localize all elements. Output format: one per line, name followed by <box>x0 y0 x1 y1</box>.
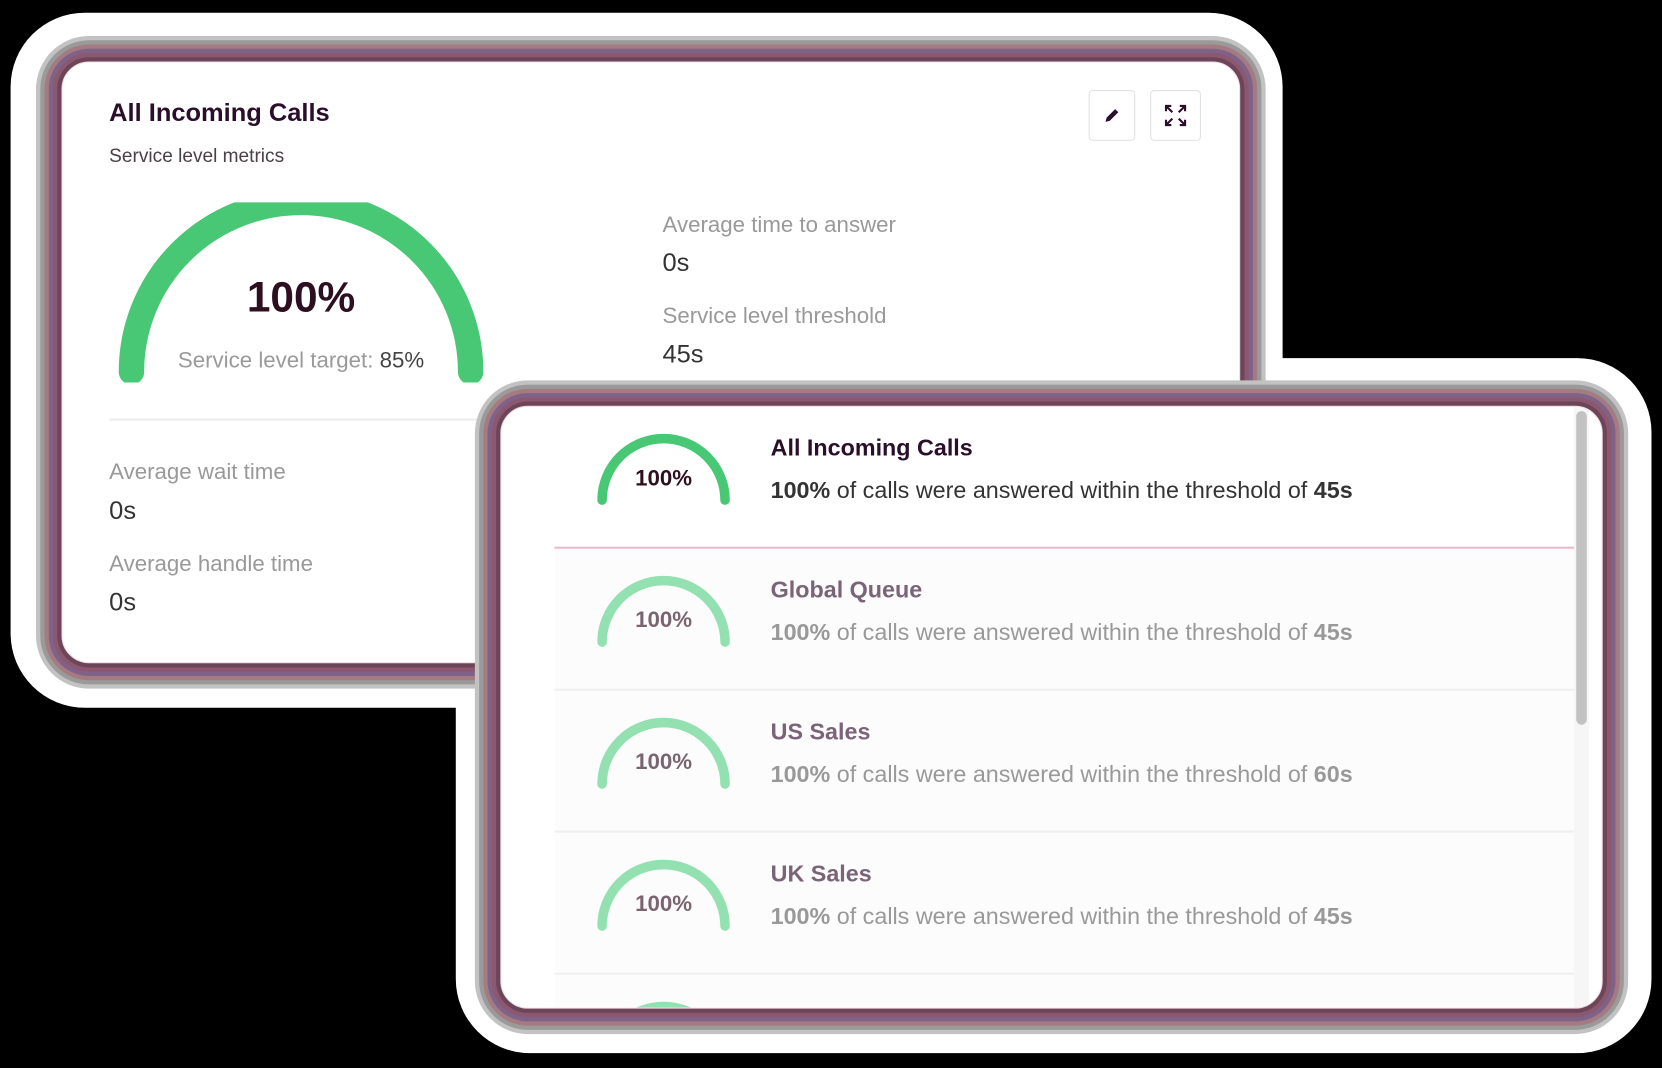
queue-name: All Incoming Calls <box>770 434 973 461</box>
target-value: 85% <box>379 348 425 373</box>
scrollbar-thumb[interactable] <box>1576 411 1587 725</box>
metric-value: 0s <box>109 496 137 526</box>
queue-row[interactable]: 100% Global Queue 100% of calls were ans… <box>554 548 1581 691</box>
queue-name: Global Queue <box>770 576 923 603</box>
card-title: All Incoming Calls <box>109 98 330 128</box>
queue-row[interactable]: 100% UK Sales 100% of calls were answere… <box>554 832 1581 975</box>
queue-row[interactable]: 100% US Sales 100% of calls were answere… <box>554 690 1581 833</box>
queue-description: 100% of calls were answered within the t… <box>770 618 1353 646</box>
metric-value: 45s <box>662 340 704 369</box>
metric-label: Service level threshold <box>662 304 887 329</box>
service-level-target: Service level target: 85% <box>118 349 485 374</box>
metric-label: Average handle time <box>109 551 313 577</box>
queue-row[interactable] <box>554 974 1581 1008</box>
metric-label: Average time to answer <box>662 212 896 238</box>
gauge-value: 100% <box>246 274 356 322</box>
queue-description: 100% of calls were answered within the t… <box>770 760 1353 788</box>
gauge-value: 100% <box>635 892 693 917</box>
queue-name: US Sales <box>770 718 871 745</box>
mini-gauge <box>597 717 730 789</box>
queue-description: 100% of calls were answered within the t… <box>770 476 1353 504</box>
service-level-gauge <box>118 202 484 383</box>
queue-list-card: 100% All Incoming Calls 100% of calls we… <box>500 405 1603 1009</box>
card-subtitle: Service level metrics <box>109 145 285 167</box>
expand-button[interactable] <box>1150 90 1201 141</box>
metric-label: Average wait time <box>109 459 286 485</box>
edit-button[interactable] <box>1088 90 1136 141</box>
metric-value: 0s <box>662 248 690 278</box>
mini-gauge <box>597 859 730 931</box>
gauge-value: 100% <box>635 608 693 633</box>
queue-name: UK Sales <box>770 860 872 887</box>
gauge-value: 100% <box>635 466 693 491</box>
pencil-icon <box>1105 109 1119 122</box>
mini-gauge <box>636 1001 691 1008</box>
gauge-value: 100% <box>635 750 693 775</box>
queue-row[interactable]: 100% All Incoming Calls 100% of calls we… <box>554 406 1581 549</box>
metric-value: 0s <box>109 588 137 617</box>
expand-icon <box>1164 104 1187 127</box>
target-label: Service level target: <box>177 348 374 373</box>
mini-gauge <box>597 433 730 505</box>
mini-gauge <box>597 575 730 647</box>
queue-description: 100% of calls were answered within the t… <box>770 902 1353 930</box>
